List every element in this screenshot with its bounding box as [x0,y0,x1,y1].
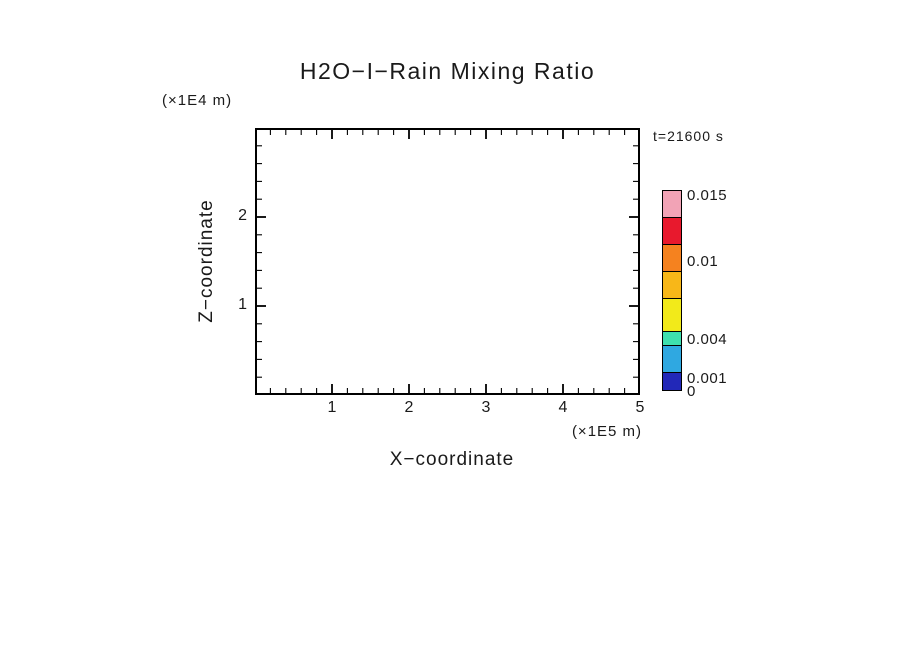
plot-border [255,128,640,395]
y-axis-unit: (×1E4 m) [162,92,233,109]
x-tick-label: 3 [481,399,491,416]
x-axis-unit: (×1E5 m) [571,423,643,440]
chart-title: H2O−I−Rain Mixing Ratio [299,58,596,84]
colorbar-segment-light-blue [662,345,682,373]
colorbar-segment-yellow [662,298,682,332]
colorbar [662,190,682,391]
colorbar-segment-mint-green [662,331,682,346]
colorbar-segment-red [662,217,682,245]
y-axis-label: Z−coordinate [196,199,217,323]
x-axis-label: X−coordinate [389,449,515,470]
colorbar-label: 0.001 [687,370,728,387]
plot-frame [255,128,640,395]
y-tick-label: 1 [238,296,247,313]
x-tick-label: 4 [558,399,568,416]
time-annotation: t=21600 s [653,128,724,144]
colorbar-label: 0 [687,383,696,400]
x-tick-label: 1 [327,399,337,416]
colorbar-label: 0.01 [687,253,719,270]
y-tick-label: 2 [238,207,247,224]
colorbar-label: 0.004 [687,331,728,348]
colorbar-segment-dark-blue [662,372,682,391]
colorbar-label: 0.015 [687,187,728,204]
colorbar-segment-amber [662,271,682,299]
x-tick-label: 2 [404,399,414,416]
colorbar-segment-pink [662,190,682,218]
x-tick-label: 5 [635,399,645,416]
colorbar-segment-orange [662,244,682,272]
